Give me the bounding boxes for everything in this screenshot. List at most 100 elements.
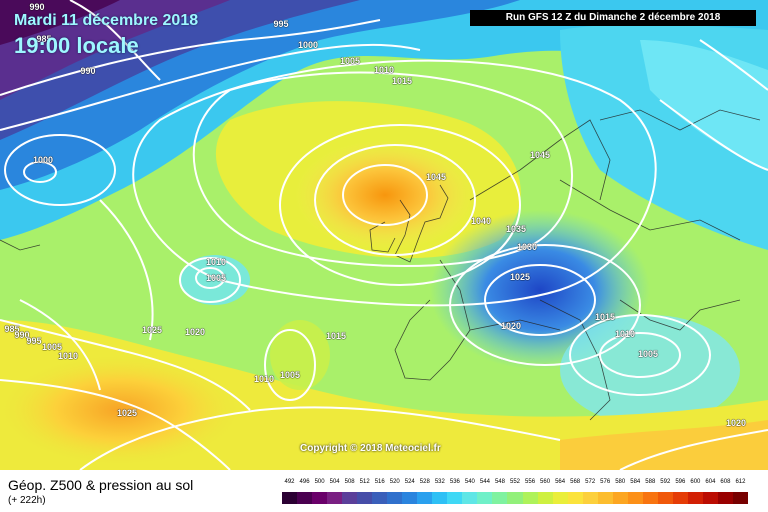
scale-value-label: 500 bbox=[314, 479, 325, 485]
scale-value-label: 540 bbox=[464, 479, 475, 485]
scale-swatch bbox=[552, 492, 568, 504]
scale-swatch bbox=[372, 492, 388, 504]
legend-subtitle: (+ 222h) bbox=[8, 495, 46, 506]
isobar-label: 1025 bbox=[116, 408, 138, 418]
forecast-time: 19:00 locale bbox=[14, 33, 139, 58]
scale-value-label: 600 bbox=[690, 479, 701, 485]
scale-value-label: 604 bbox=[705, 479, 716, 485]
isobar-label: 1005 bbox=[637, 349, 659, 359]
isobar-label: 985 bbox=[36, 34, 52, 44]
scale-swatch bbox=[702, 492, 718, 504]
scale-swatch bbox=[447, 492, 463, 504]
scale-value-label: 504 bbox=[329, 479, 340, 485]
forecast-date: Mardi 11 décembre 2018 bbox=[14, 12, 199, 29]
isobar-label: 1035 bbox=[505, 224, 527, 234]
isobar-label: 1005 bbox=[41, 342, 63, 352]
scale-value-label: 520 bbox=[389, 479, 400, 485]
scale-value-label: 572 bbox=[585, 479, 596, 485]
scale-swatch bbox=[657, 492, 673, 504]
scale-swatch bbox=[462, 492, 478, 504]
scale-swatch bbox=[582, 492, 598, 504]
scale-swatch bbox=[687, 492, 703, 504]
scale-value-label: 560 bbox=[540, 479, 551, 485]
isobar-label: 1010 bbox=[205, 257, 227, 267]
scale-swatch bbox=[627, 492, 643, 504]
forecast-map: 990 995 1000 990 985 1005 1010 1015 1000 1045 1045… bbox=[0, 0, 768, 470]
scale-swatch bbox=[387, 492, 403, 504]
isobar-label: 1010 bbox=[373, 65, 395, 75]
scale-value-label: 532 bbox=[434, 479, 445, 485]
scale-value-label: 588 bbox=[645, 479, 656, 485]
isobar-label: 1045 bbox=[425, 172, 447, 182]
scale-value-label: 528 bbox=[419, 479, 430, 485]
scale-value-label: 576 bbox=[600, 479, 611, 485]
isobar-label: 1040 bbox=[470, 216, 492, 226]
scale-swatch bbox=[597, 492, 613, 504]
scale-swatch bbox=[477, 492, 493, 504]
scale-swatch bbox=[732, 492, 748, 504]
scale-swatch bbox=[642, 492, 658, 504]
scale-value-label: 548 bbox=[494, 479, 505, 485]
isobar-label: 1015 bbox=[325, 331, 347, 341]
isobar-label: 995 bbox=[273, 19, 289, 29]
scale-swatch bbox=[507, 492, 523, 504]
scale-value-label: 552 bbox=[509, 479, 521, 485]
scale-value-label: 564 bbox=[555, 479, 566, 485]
isobar-label: 1010 bbox=[253, 374, 275, 384]
isobar-label: 1020 bbox=[725, 418, 747, 428]
scale-value-label: 568 bbox=[570, 479, 581, 485]
scale-swatch bbox=[717, 492, 733, 504]
isobar-label: 1010 bbox=[614, 329, 636, 339]
scale-value-label: 524 bbox=[404, 479, 415, 485]
scale-swatch bbox=[327, 492, 343, 504]
legend-bar: Géop. Z500 & pression au sol (+ 222h) 49… bbox=[0, 470, 768, 512]
isobar-label: 1005 bbox=[205, 273, 227, 283]
scale-value-label: 536 bbox=[449, 479, 460, 485]
isobar-label: 990 bbox=[80, 66, 96, 76]
isobar-label: 1000 bbox=[32, 155, 54, 165]
isobar-label: 1030 bbox=[516, 242, 538, 252]
isobar-label: 995 bbox=[26, 336, 42, 346]
scale-value-label: 612 bbox=[735, 479, 746, 485]
scale-value-label: 584 bbox=[630, 479, 641, 485]
scale-swatch bbox=[672, 492, 688, 504]
scale-swatch bbox=[522, 492, 538, 504]
scale-value-label: 580 bbox=[615, 479, 626, 485]
scale-swatch bbox=[417, 492, 433, 504]
isobar-label: 1015 bbox=[594, 312, 616, 322]
scale-swatch bbox=[537, 492, 553, 504]
scale-value-label: 508 bbox=[344, 479, 355, 485]
color-scale-labels: 492 496 500 504 508 512 516 520 524 528 532 536 540 5… bbox=[282, 479, 748, 491]
scale-value-label: 492 bbox=[284, 479, 295, 485]
scale-value-label: 496 bbox=[299, 479, 310, 485]
isobar-label: 990 bbox=[14, 330, 30, 340]
scale-swatch bbox=[402, 492, 418, 504]
scale-swatch bbox=[342, 492, 358, 504]
isobar-label: 1025 bbox=[509, 272, 531, 282]
isobar-label: 1005 bbox=[279, 370, 301, 380]
scale-value-label: 556 bbox=[525, 479, 536, 485]
scale-value-label: 512 bbox=[359, 479, 370, 485]
scale-swatch bbox=[282, 492, 298, 504]
geopotential-field bbox=[0, 0, 768, 470]
scale-value-label: 592 bbox=[660, 479, 671, 485]
scale-swatch bbox=[612, 492, 628, 504]
isobar-label: 1020 bbox=[500, 321, 522, 331]
isobar-label: 1005 bbox=[339, 56, 361, 66]
scale-swatch bbox=[432, 492, 448, 504]
color-scale-bar bbox=[282, 492, 748, 504]
isobar-label: 1020 bbox=[184, 327, 206, 337]
copyright-text: Copyright © 2018 Meteociel.fr bbox=[300, 443, 441, 454]
scale-swatch bbox=[567, 492, 583, 504]
scale-value-label: 608 bbox=[720, 479, 731, 485]
isobar-label: 1000 bbox=[297, 40, 319, 50]
scale-swatch bbox=[312, 492, 328, 504]
model-run-info: Run GFS 12 Z du Dimanche 2 décembre 2018 bbox=[470, 10, 756, 26]
isobar-label: 1015 bbox=[391, 76, 413, 86]
isobar-label: 1045 bbox=[529, 150, 551, 160]
scale-value-label: 596 bbox=[675, 479, 686, 485]
scale-swatch bbox=[492, 492, 508, 504]
isobar-label: 1025 bbox=[141, 325, 163, 335]
scale-swatch bbox=[357, 492, 373, 504]
scale-value-label: 544 bbox=[479, 479, 490, 485]
